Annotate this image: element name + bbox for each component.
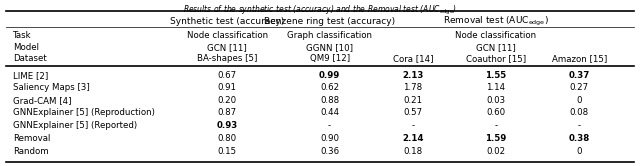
Text: Model: Model <box>13 43 39 52</box>
Text: -: - <box>495 121 497 130</box>
Text: 0.60: 0.60 <box>486 108 506 117</box>
Text: 0.18: 0.18 <box>403 147 422 156</box>
Text: LIME [2]: LIME [2] <box>13 71 48 80</box>
Text: GNNExplainer [5] (Reproduction): GNNExplainer [5] (Reproduction) <box>13 108 155 117</box>
Text: GCN [11]: GCN [11] <box>476 43 516 52</box>
Text: 1.78: 1.78 <box>403 83 422 92</box>
Text: 0.62: 0.62 <box>320 83 339 92</box>
Text: 0.67: 0.67 <box>218 71 237 80</box>
Text: 0.93: 0.93 <box>216 121 238 130</box>
Text: 0: 0 <box>577 147 582 156</box>
Text: 0.08: 0.08 <box>570 108 589 117</box>
Text: 1.59: 1.59 <box>485 134 507 143</box>
Text: 0.88: 0.88 <box>320 96 339 105</box>
Text: QM9 [12]: QM9 [12] <box>310 54 349 63</box>
Text: Synthetic test (accuracy): Synthetic test (accuracy) <box>170 17 284 26</box>
Text: 1.14: 1.14 <box>486 83 506 92</box>
Text: 2.14: 2.14 <box>402 134 424 143</box>
Text: 0.90: 0.90 <box>320 134 339 143</box>
Text: Saliency Maps [3]: Saliency Maps [3] <box>13 83 90 92</box>
Text: Graph classification: Graph classification <box>287 31 372 40</box>
Text: 0.36: 0.36 <box>320 147 339 156</box>
Text: 0.02: 0.02 <box>486 147 506 156</box>
Text: Node classification: Node classification <box>456 31 536 40</box>
Text: 0.80: 0.80 <box>218 134 237 143</box>
Text: 0.27: 0.27 <box>570 83 589 92</box>
Text: -: - <box>578 121 580 130</box>
Text: Coauthor [15]: Coauthor [15] <box>466 54 526 63</box>
Text: Dataset: Dataset <box>13 54 47 63</box>
Text: 0: 0 <box>577 96 582 105</box>
Text: 0.38: 0.38 <box>568 134 590 143</box>
Text: Results of the synthetic test (accuracy) and the Removal test (AUC$_{\rm edge}$): Results of the synthetic test (accuracy)… <box>183 4 457 17</box>
Text: 0.21: 0.21 <box>403 96 422 105</box>
Text: 0.03: 0.03 <box>486 96 506 105</box>
Text: BA-shapes [5]: BA-shapes [5] <box>197 54 257 63</box>
Text: 0.57: 0.57 <box>403 108 422 117</box>
Text: GCN [11]: GCN [11] <box>207 43 247 52</box>
Text: -: - <box>412 121 414 130</box>
Text: 0.44: 0.44 <box>320 108 339 117</box>
Text: Removal test (AUC$_{\rm edge}$): Removal test (AUC$_{\rm edge}$) <box>443 15 549 28</box>
Text: Cora [14]: Cora [14] <box>392 54 433 63</box>
Text: GGNN [10]: GGNN [10] <box>306 43 353 52</box>
Text: 0.20: 0.20 <box>218 96 237 105</box>
Text: 0.91: 0.91 <box>218 83 237 92</box>
Text: Node classification: Node classification <box>187 31 268 40</box>
Text: Amazon [15]: Amazon [15] <box>552 54 607 63</box>
Text: Grad-CAM [4]: Grad-CAM [4] <box>13 96 71 105</box>
Text: Random: Random <box>13 147 49 156</box>
Text: -: - <box>328 121 331 130</box>
Text: Removal: Removal <box>13 134 50 143</box>
Text: 0.15: 0.15 <box>218 147 237 156</box>
Text: GNNExplainer [5] (Reported): GNNExplainer [5] (Reported) <box>13 121 137 130</box>
Text: 0.37: 0.37 <box>568 71 590 80</box>
Text: 0.99: 0.99 <box>319 71 340 80</box>
Text: 2.13: 2.13 <box>402 71 424 80</box>
Text: Benzene ring test (accuracy): Benzene ring test (accuracy) <box>264 17 395 26</box>
Text: Task: Task <box>13 31 31 40</box>
Text: 1.55: 1.55 <box>485 71 507 80</box>
Text: 0.87: 0.87 <box>218 108 237 117</box>
